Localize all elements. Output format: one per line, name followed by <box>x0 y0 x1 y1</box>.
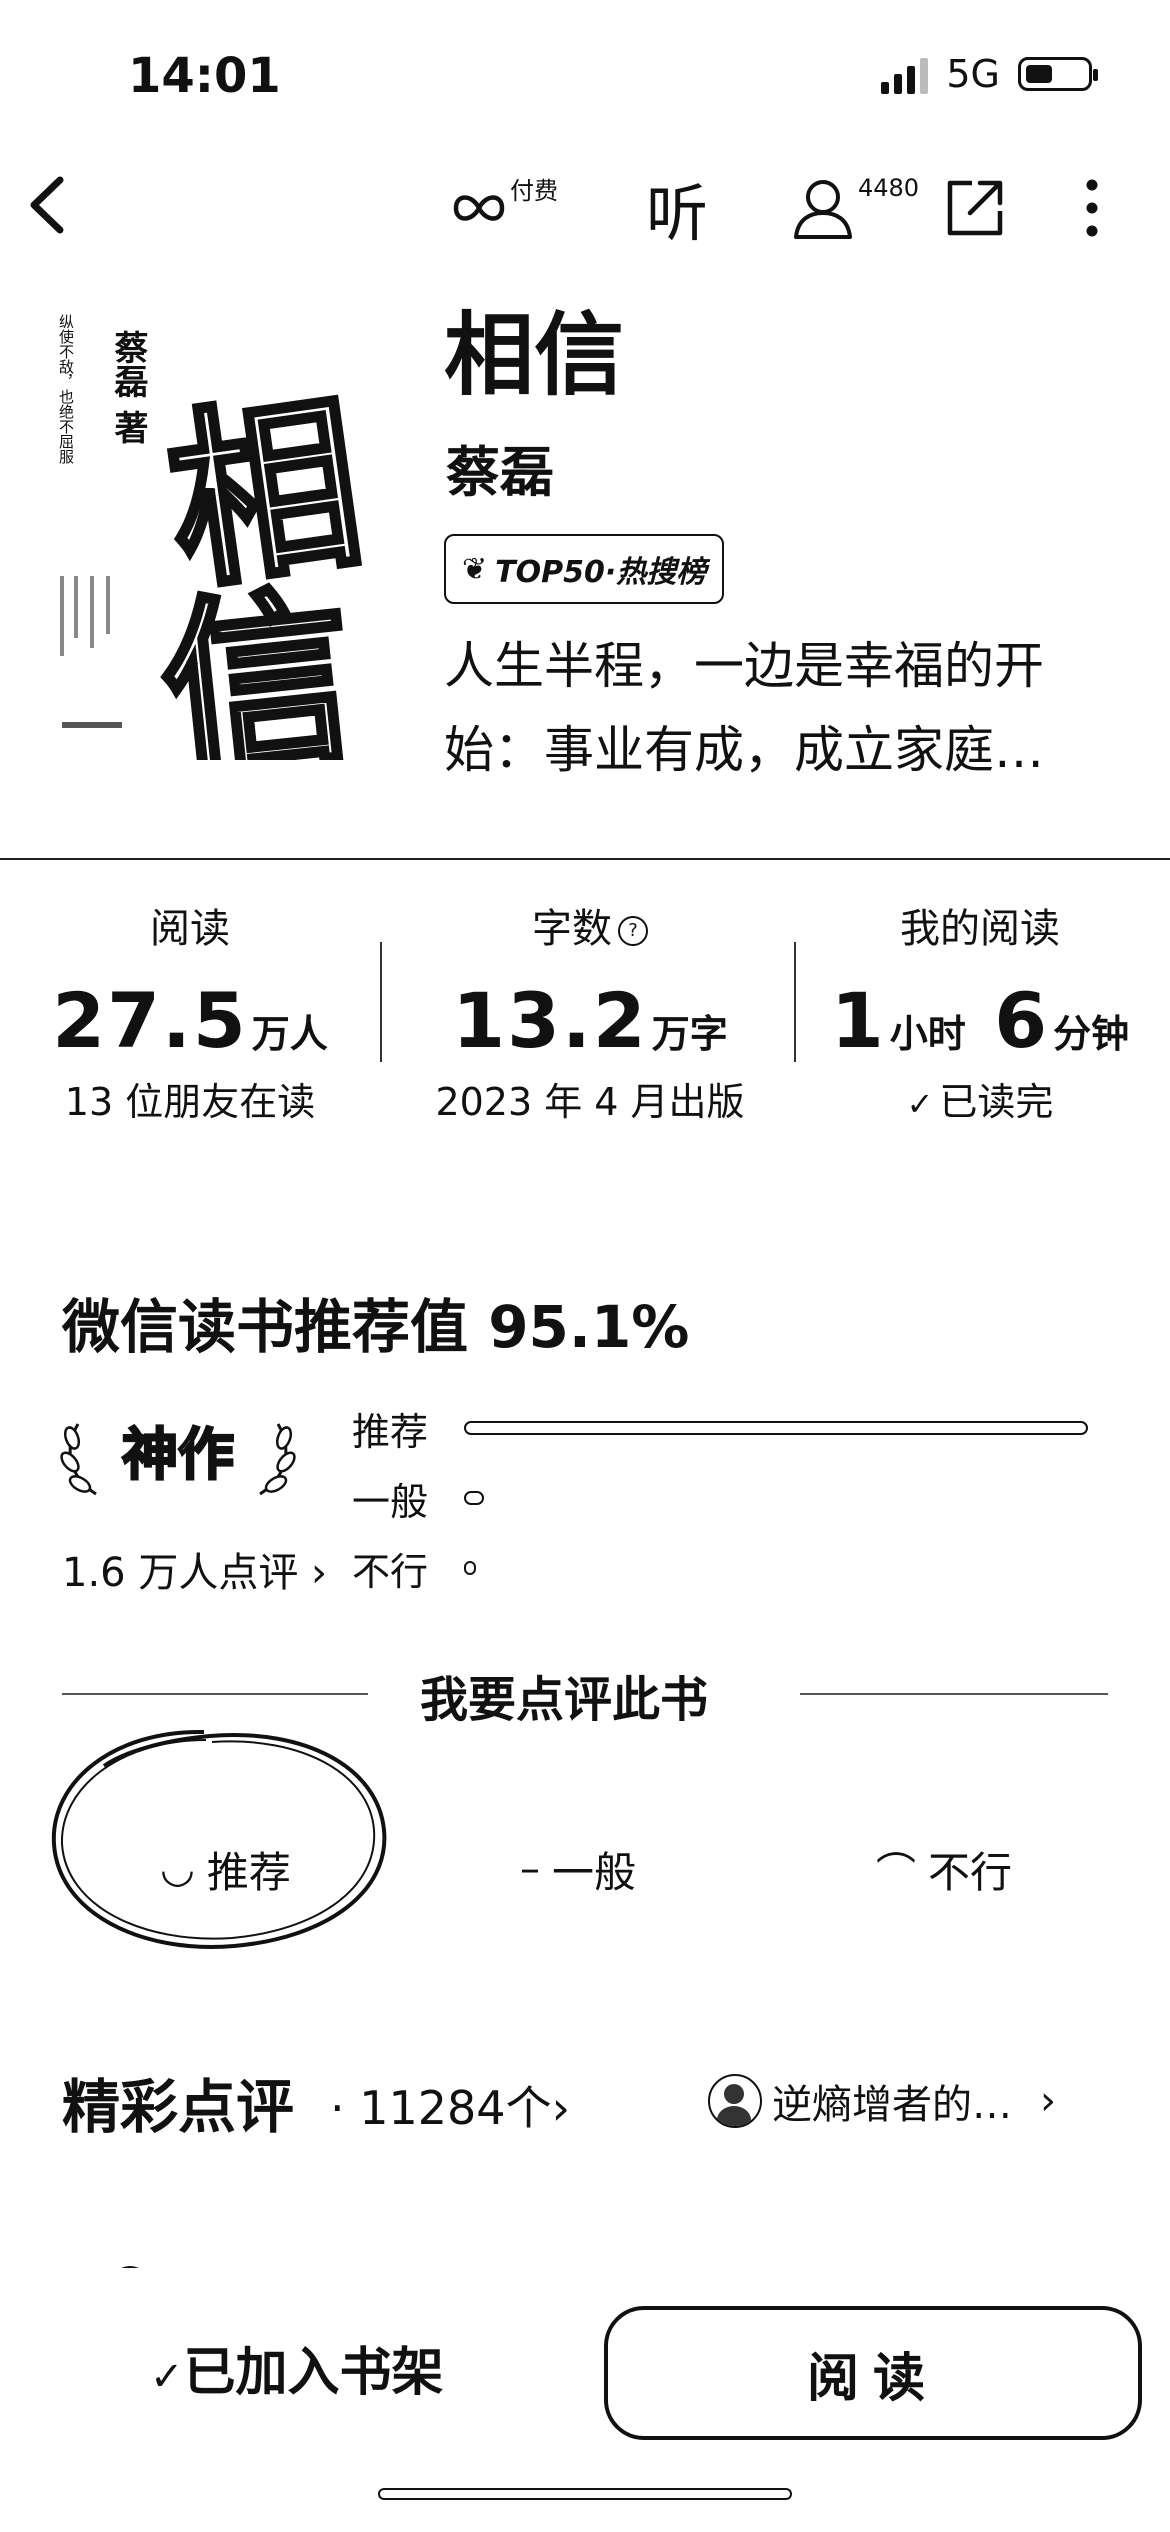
review-count: 1.6 万人点评 <box>62 1550 299 1596</box>
frown-icon: ⌒ <box>876 1850 916 1896</box>
review-poor-button[interactable]: ⌒ 不行 <box>876 1826 1012 1912</box>
chevron-left-icon <box>30 176 64 234</box>
rating-label: 推荐 <box>352 1409 429 1454</box>
bookshelf-button[interactable]: ✓已加入书架 <box>150 2330 444 2405</box>
share-icon <box>947 180 1003 236</box>
cover-title-char-2: 信 <box>151 563 363 760</box>
review-recommend-button[interactable]: ◡ 推荐 <box>160 1826 291 1912</box>
book-cover[interactable]: 相 信 蔡磊 著 纵使不敌，也绝不屈服 <box>40 300 377 807</box>
stat-readers[interactable]: 阅读 27.5 万人 13 位朋友在读 <box>0 900 380 1130</box>
check-circle-icon: ✓ <box>906 1085 934 1123</box>
review-count-link[interactable]: 1.6 万人点评 › <box>62 1540 327 1598</box>
cover-tagline: 纵使不敌，也绝不屈服 <box>57 314 75 465</box>
book-title: 相信 <box>444 302 624 408</box>
more-button[interactable] <box>1082 168 1102 248</box>
stat-readers-value: 27.5 <box>52 976 248 1065</box>
rating-label: 不行 <box>352 1549 429 1594</box>
cover-author: 蔡磊 著 <box>108 330 149 444</box>
signal-icon <box>881 54 929 94</box>
home-indicator[interactable] <box>378 2488 792 2500</box>
review-option-label: 推荐 <box>206 1847 291 1897</box>
paid-label: 付费 <box>510 176 558 205</box>
divider <box>380 942 382 1062</box>
book-author[interactable]: 蔡磊 <box>446 440 554 504</box>
reader-count: 4480 <box>858 174 920 202</box>
review-option-label: 一般 <box>552 1847 637 1897</box>
network-label: 5G <box>946 52 1000 96</box>
review-option-label: 不行 <box>928 1847 1013 1897</box>
book-intro[interactable]: 人生半程，一边是幸福的开始：事业有成，成立家庭… <box>444 637 1044 779</box>
status-indicators: 5G <box>881 52 1098 96</box>
rating-row-poor: 不行 <box>352 1540 476 1596</box>
battery-icon <box>1018 57 1098 91</box>
laurel-icon: ❦ <box>462 551 488 587</box>
review-average-button[interactable]: – 一般 <box>520 1826 636 1912</box>
cover-title-char-1: 相 <box>155 370 374 617</box>
stat-readers-unit: 万人 <box>251 1012 328 1056</box>
check-icon: ✓ <box>150 2354 184 2400</box>
featured-reviewer-link[interactable]: 逆熵增者的… › <box>708 2072 1056 2130</box>
reviews-count-link[interactable]: · 11284个› <box>330 2072 570 2138</box>
review-prompt-title: 我要点评此书 <box>420 1672 709 1728</box>
rating-bar-poor <box>464 1561 476 1575</box>
divider <box>62 1693 368 1695</box>
infinity-icon <box>453 195 505 221</box>
back-button[interactable] <box>16 170 86 240</box>
user-icon <box>794 180 852 239</box>
stat-words-unit: 万字 <box>651 1012 728 1056</box>
bookshelf-label: 已加入书架 <box>183 2343 444 2403</box>
rating-label: 一般 <box>352 1479 429 1524</box>
stat-readers-sub: 13 位朋友在读 <box>64 1080 316 1124</box>
stat-words-sub: 2023 年 4 月出版 <box>435 1080 745 1124</box>
rating-row-average: 一般 <box>352 1470 484 1526</box>
reviews-count: · 11284个 <box>330 2081 552 2135</box>
stat-words-label: 字数 <box>532 906 612 952</box>
more-vertical-icon <box>1086 179 1098 237</box>
stat-words[interactable]: 字数? 13.2 万字 2023 年 4 月出版 <box>400 900 780 1130</box>
smile-icon: ◡ <box>160 1846 195 1892</box>
stat-words-value: 13.2 <box>452 976 648 1065</box>
read-button[interactable]: 阅读 <box>604 2306 1142 2440</box>
chevron-right-icon: › <box>1040 2078 1056 2124</box>
status-time: 14:01 <box>128 48 281 104</box>
stat-minutes: 6 <box>994 976 1050 1065</box>
stat-hours-unit: 小时 <box>889 1012 966 1056</box>
recommendation-title: 微信读书推荐值 95.1% <box>62 1293 690 1361</box>
chevron-right-icon: › <box>551 2081 570 2135</box>
rating-row-recommend: 推荐 <box>352 1400 1088 1456</box>
share-button[interactable] <box>944 168 1006 248</box>
featured-reviewer-name: 逆熵增者的… <box>772 2082 1012 2128</box>
paid-button[interactable]: 付费 <box>450 168 558 248</box>
read-button-label: 阅读 <box>806 2348 939 2409</box>
tier-label: 神作 <box>122 1422 234 1488</box>
neutral-face-icon: – <box>520 1846 540 1892</box>
stat-finished: 已读完 <box>939 1080 1054 1124</box>
divider <box>794 942 796 1062</box>
reviews-title: 精彩点评 <box>62 2073 295 2141</box>
stat-hours: 1 <box>830 976 886 1065</box>
help-icon[interactable]: ? <box>618 916 648 946</box>
cover-art: 相 信 蔡磊 著 纵使不敌，也绝不屈服 <box>57 314 377 807</box>
avatar <box>708 2074 762 2128</box>
rating-bar-average <box>464 1491 484 1505</box>
top-list-badge[interactable]: ❦ TOP50·热搜榜 <box>444 534 725 604</box>
stat-minutes-unit: 分钟 <box>1053 1012 1130 1056</box>
listen-button[interactable]: 听 <box>646 177 709 250</box>
readers-button[interactable]: 4480 <box>790 168 919 248</box>
divider <box>0 858 1170 860</box>
hand-drawn-circle <box>51 1729 387 1949</box>
stat-my-reading[interactable]: 我的阅读 1 小时 6 分钟 ✓ 已读完 <box>790 900 1170 1130</box>
rating-bar-recommend <box>464 1421 1088 1435</box>
stat-my-reading-label: 我的阅读 <box>900 906 1060 952</box>
divider <box>800 1693 1108 1695</box>
tier-badge: 神作 <box>58 1404 298 1504</box>
stat-readers-label: 阅读 <box>150 906 230 952</box>
chevron-right-icon: › <box>298 1550 328 1596</box>
badge-label: TOP50·热搜榜 <box>495 555 707 590</box>
laurel-icon: 神作 <box>60 1421 296 1496</box>
